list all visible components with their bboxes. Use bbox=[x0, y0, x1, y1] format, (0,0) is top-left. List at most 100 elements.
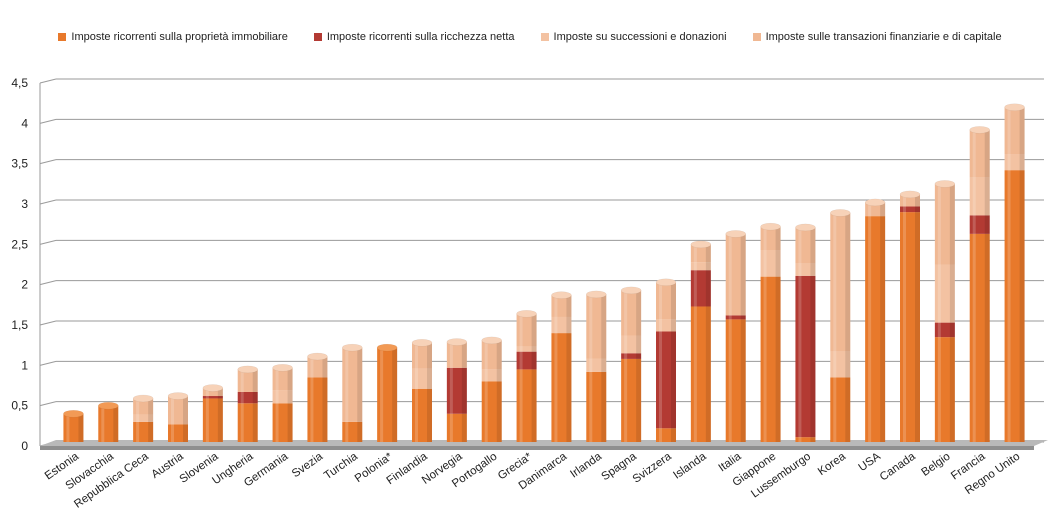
y-tick-label: 1,5 bbox=[11, 318, 28, 332]
bar-segment bbox=[307, 377, 328, 442]
bar-cap bbox=[899, 190, 921, 199]
bar-segment bbox=[133, 421, 154, 442]
y-tick-label: 3 bbox=[21, 197, 28, 211]
bar-segment bbox=[760, 276, 781, 442]
gridline-diagonal bbox=[39, 360, 57, 366]
gridline-diagonal bbox=[39, 320, 57, 326]
bar-shade bbox=[845, 212, 851, 442]
legend-label-net-wealth: Imposte ricorrenti sulla ricchezza netta bbox=[326, 31, 515, 43]
bar-shade bbox=[949, 183, 955, 442]
x-tick-label: Belgio bbox=[920, 451, 953, 479]
bar-shade bbox=[636, 290, 642, 442]
bar-stack bbox=[969, 126, 990, 442]
bar-segment bbox=[830, 377, 851, 442]
x-tick-label: Italia bbox=[717, 450, 744, 474]
bar-shade bbox=[392, 347, 398, 442]
bar-segment bbox=[900, 212, 920, 442]
bar-stack bbox=[237, 365, 258, 442]
bar-segment bbox=[621, 335, 642, 354]
bar-highlight bbox=[972, 129, 976, 442]
bar-cap bbox=[446, 338, 468, 346]
bar-stack bbox=[864, 198, 886, 442]
bar-shade bbox=[287, 367, 293, 442]
y-tick-label: 1 bbox=[21, 358, 28, 372]
bar-highlight bbox=[554, 295, 558, 442]
bar-segment bbox=[516, 313, 537, 347]
chart-floor bbox=[40, 440, 1048, 446]
bar-segment bbox=[934, 322, 955, 338]
bar-cap bbox=[1004, 103, 1025, 111]
legend-item-property: Imposte ricorrenti sulla proprietà immob… bbox=[58, 28, 288, 46]
bar-highlight bbox=[449, 341, 453, 442]
bar-segment bbox=[377, 347, 398, 442]
bar-segment bbox=[272, 390, 293, 404]
bar-stack bbox=[551, 291, 572, 442]
bar-shade bbox=[775, 226, 781, 442]
bar-highlight bbox=[937, 183, 941, 442]
bar-cap bbox=[98, 401, 119, 410]
y-tick-label: 2,5 bbox=[11, 237, 28, 251]
bar-highlight bbox=[415, 342, 418, 442]
bar-stack bbox=[132, 394, 154, 442]
bar-segment bbox=[795, 263, 816, 276]
bar-cap bbox=[551, 291, 572, 299]
y-tick-label: 0 bbox=[21, 439, 28, 453]
bar-segment bbox=[168, 396, 188, 425]
bar-segment bbox=[725, 319, 746, 442]
bar-stack bbox=[690, 240, 712, 442]
bar-segment bbox=[516, 351, 537, 370]
bar-segment bbox=[1004, 154, 1025, 171]
bar-segment bbox=[516, 369, 537, 442]
bar-shade bbox=[671, 282, 676, 442]
bar-stack bbox=[446, 338, 468, 442]
bar-segment bbox=[1004, 170, 1025, 443]
bar-cap bbox=[307, 352, 328, 361]
bar-highlight bbox=[798, 227, 802, 442]
bar-shade bbox=[427, 342, 432, 442]
gridlines bbox=[39, 78, 1044, 447]
bar-segment bbox=[969, 129, 990, 178]
bar-cap bbox=[516, 309, 537, 318]
bar-segment bbox=[1004, 107, 1025, 155]
bar-cap bbox=[237, 365, 258, 374]
bar-segment bbox=[168, 424, 188, 442]
bar-stack bbox=[586, 290, 607, 442]
bar-segment bbox=[586, 371, 607, 442]
legend-label-property: Imposte ricorrenti sulla proprietà immob… bbox=[71, 31, 288, 43]
x-tick-label: Lussemburgo bbox=[749, 451, 813, 501]
bar-cap bbox=[132, 394, 154, 403]
bar-segment bbox=[481, 340, 502, 370]
bar-shade bbox=[810, 227, 816, 442]
bar-stack bbox=[167, 392, 189, 442]
bar-stack bbox=[98, 401, 119, 442]
bar-segment bbox=[133, 414, 154, 422]
bar-segment bbox=[412, 342, 432, 369]
bar-shade bbox=[183, 396, 188, 442]
bar-highlight bbox=[903, 194, 906, 442]
bar-stack bbox=[307, 352, 328, 442]
gridline-diagonal bbox=[39, 239, 57, 245]
bar-highlight bbox=[240, 369, 244, 442]
chart-floor-front bbox=[40, 446, 1034, 450]
bar-segment bbox=[412, 368, 432, 389]
bar-segment bbox=[934, 264, 955, 323]
gridline-diagonal bbox=[39, 401, 57, 407]
bar-shade bbox=[740, 233, 746, 442]
bar-stack bbox=[760, 222, 781, 442]
bar-highlight bbox=[833, 212, 837, 442]
bar-segment bbox=[516, 346, 537, 352]
bar-highlight bbox=[101, 405, 105, 442]
y-tick-label: 0,5 bbox=[11, 399, 28, 413]
bar-shade bbox=[880, 202, 886, 442]
bar-highlight bbox=[624, 290, 628, 442]
bar-segment bbox=[830, 212, 851, 352]
bar-segment bbox=[969, 233, 990, 442]
bar-highlight bbox=[868, 202, 872, 442]
bar-segment bbox=[481, 369, 502, 382]
bar-segment bbox=[621, 353, 642, 359]
legend-item-transactions: Imposte sulle transazioni finanziarie e … bbox=[752, 28, 1002, 46]
bar-segment bbox=[133, 398, 154, 415]
bar-segment bbox=[656, 331, 676, 429]
bar-segment bbox=[690, 262, 711, 271]
legend: Imposte ricorrenti sulla proprietà immob… bbox=[0, 28, 1060, 46]
